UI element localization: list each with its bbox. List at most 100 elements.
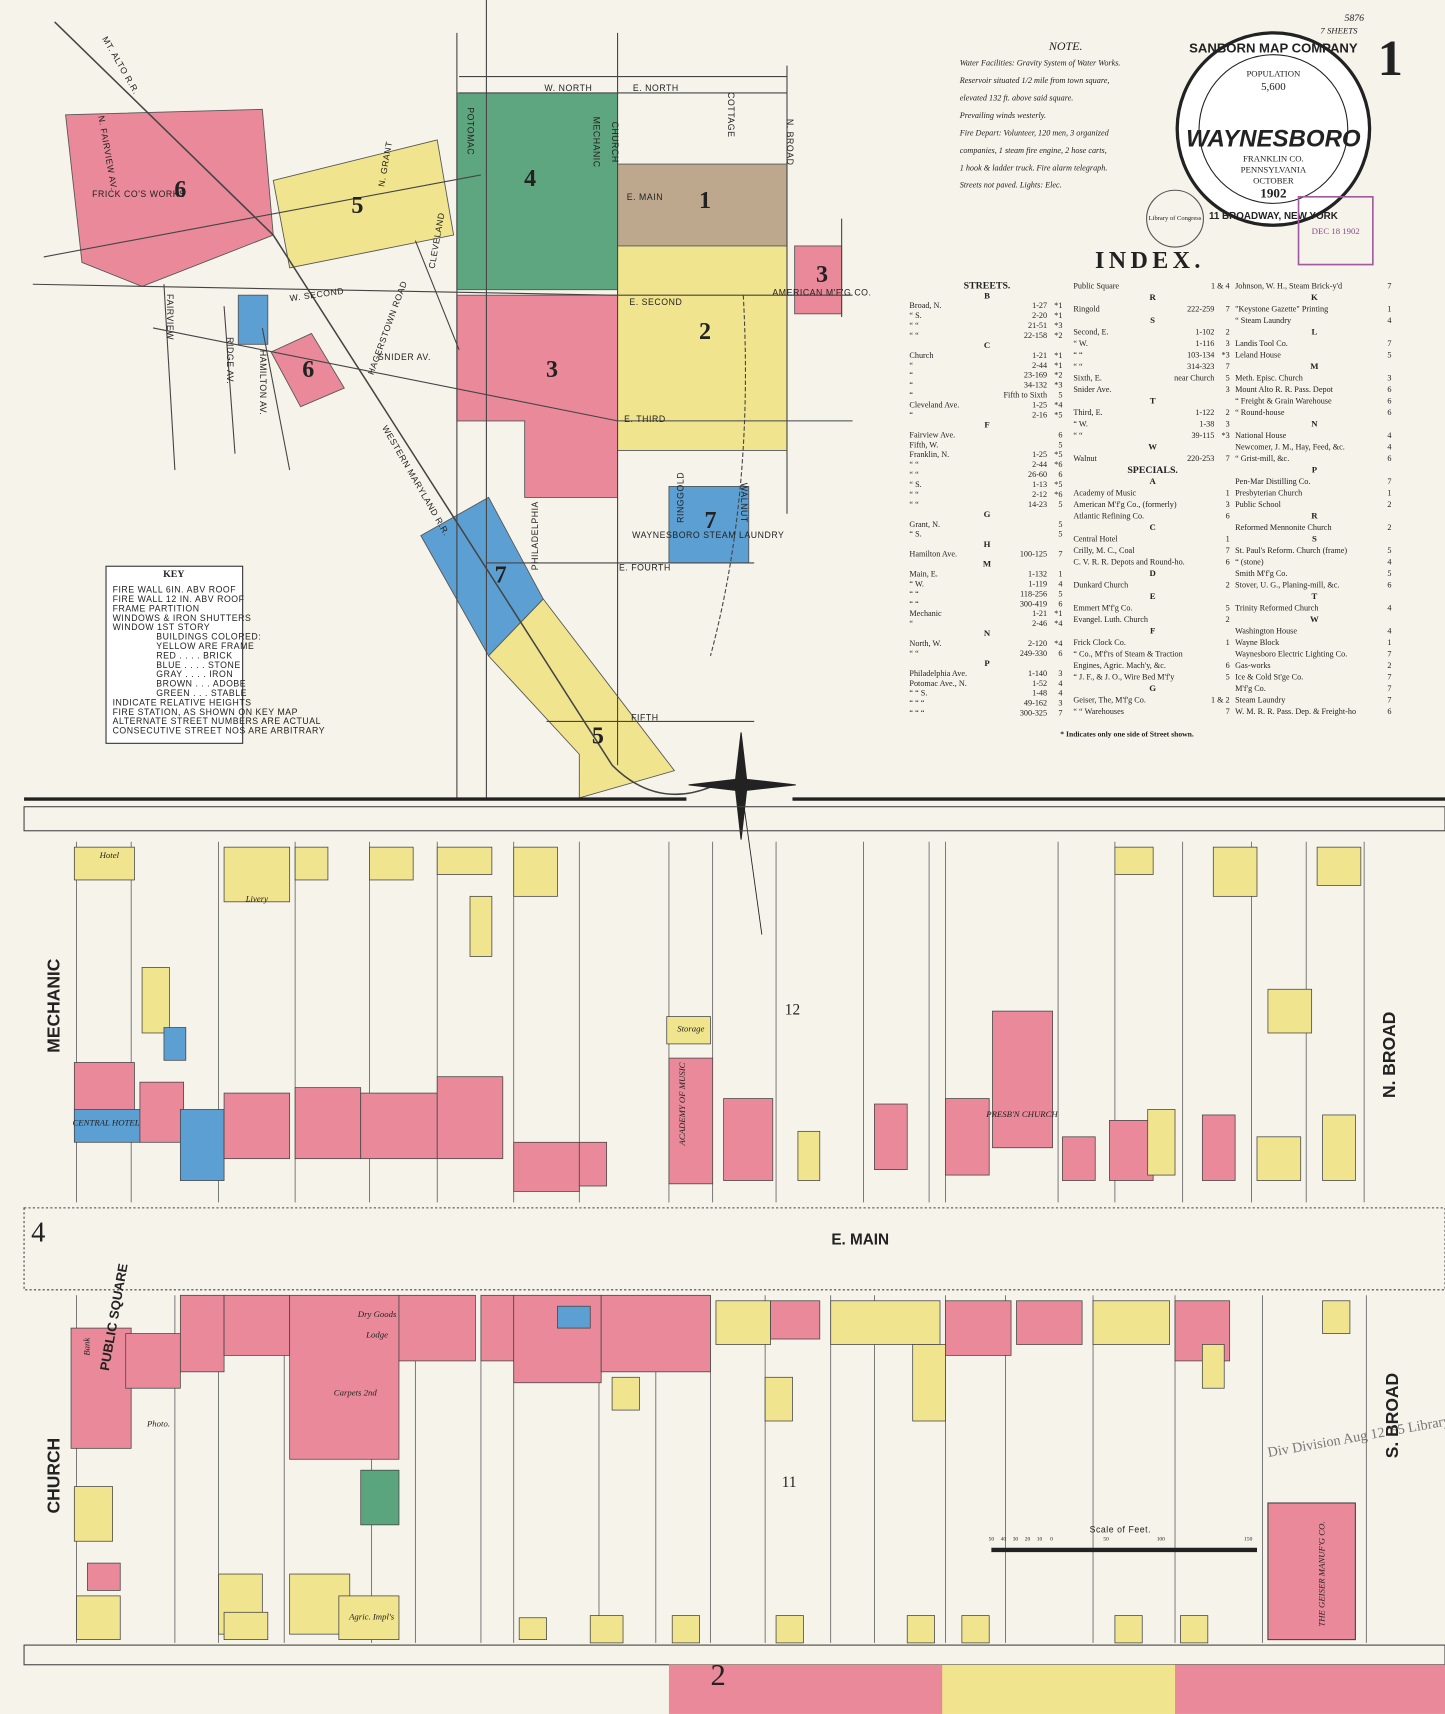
note-line: Prevailing winds westerly. [959,111,1046,120]
building [289,1294,400,1460]
index-name: Mount Alto R. R. Pass. Depot [1235,385,1334,394]
index-name: Franklin, N. [909,450,949,459]
index-name: “ J. F., & J. O., Wire Bed M'f'y [1073,673,1175,682]
index-letter: A [1149,476,1156,486]
street-label: RIDGE AV. [225,337,235,384]
index-name: "Keystone Gazette" Printing [1235,304,1328,313]
index-name: Third, E. [1073,408,1102,417]
index-range: 300-419 [1020,599,1047,608]
street-label: MECHANIC [43,958,63,1053]
index-name: “ W. [1073,419,1088,428]
index-sheet: 4 [1387,431,1391,440]
index-name: “ “ [909,470,919,479]
building [1114,1615,1143,1644]
index-name: North, W. [909,639,941,648]
index-title: INDEX. [1095,248,1205,274]
building [139,1081,185,1143]
index-name: “ [909,361,913,370]
sheet-ref: 12 [785,1002,800,1019]
index-name: Walnut [1073,454,1097,463]
building [294,846,329,881]
street-line [163,240,460,471]
index-name: “ S. [909,480,921,489]
place-label: WAYNESBORO STEAM LAUNDRY [632,530,784,540]
index-range: 2-44 [1032,460,1047,469]
index-sheet: *1 [1054,351,1062,360]
building [770,1300,821,1340]
index-sheet: 1 [1226,488,1230,497]
key-line: BROWN . . . ADOBE [156,679,246,689]
note-line: Fire Depart: Volunteer, 120 men, 3 organ… [959,128,1110,137]
index-sheet: 4 [1058,579,1062,588]
index-range: 1-25 [1032,450,1047,459]
index-sheet: *3 [1221,350,1229,359]
key-line: GREEN . . . STABLE [156,688,247,698]
block-number: 3 [546,357,558,383]
scale-tick: 30 [1013,1536,1019,1542]
building [830,1300,941,1345]
index-sheet: 5 [1226,373,1230,382]
index-name: “ “ [1073,362,1083,371]
index-name: Stover, U. G., Planing-mill, &c. [1235,580,1339,589]
index-letter: T [1150,395,1156,405]
index-name: Newcomer, J. M., Hay, Feed, &c. [1235,442,1345,451]
index-name: “ W. [909,579,924,588]
building-label: ACADEMY OF MUSIC [677,1062,687,1146]
index-sheet: *2 [1054,331,1062,340]
index-range: 2-16 [1032,410,1047,419]
index-name: “ [909,619,913,628]
index-sheet: *1 [1054,361,1062,370]
index-range: 2-120 [1028,639,1047,648]
index-range: 220-253 [1187,454,1214,463]
key-line: BLUE . . . . STONE [156,660,240,670]
street-line [456,0,843,798]
block [237,294,269,345]
index-sheet: 3 [1226,385,1230,394]
index-sheet: 7 [1226,546,1230,555]
street-label: E. MAIN [627,192,663,202]
street-label: CHURCH [610,122,620,163]
index-name: Philadelphia Ave. [909,669,967,678]
index-sheet: 4 [1387,603,1391,612]
index-letter: T [1311,591,1317,601]
building [223,1294,291,1356]
index-sheet: 6 [1226,661,1230,670]
building [557,1305,591,1329]
building [906,1615,935,1644]
index-heading: STREETS. [964,281,1011,292]
street-label: N. BROAD [785,119,795,166]
scale-tick: 10 [1037,1536,1043,1542]
index-letter: G [984,509,991,519]
index-name: “ S. [909,311,921,320]
index-range: 1-27 [1032,301,1047,310]
building [589,1615,624,1644]
index-sheet: 5 [1058,589,1062,598]
index-name: “ [909,381,913,390]
block-number: 5 [351,193,363,219]
index-name: Fifth, W. [909,440,938,449]
index-name: Dunkard Church [1073,580,1128,589]
building [360,1469,400,1526]
index-name: National House [1235,431,1287,440]
building [369,846,414,881]
sheet-ref: 4 [31,1218,45,1249]
index-sheet: *5 [1054,410,1062,419]
block-number: 2 [699,319,711,345]
index-name: Gas-works [1235,661,1270,670]
catalog-number: 5876 [1344,13,1364,24]
adjoining-sheet [1175,1664,1445,1714]
block [272,139,455,269]
index-sheet: 1 [1387,304,1391,313]
building [469,895,493,957]
key-line: FIRE STATION, AS SHOWN ON KEY MAP [113,707,298,717]
index-name: Landis Tool Co. [1235,339,1288,348]
building [775,1615,804,1644]
index-name: Frick Clock Co. [1073,638,1126,647]
index-sheet: 5 [1387,546,1391,555]
building [163,1027,187,1061]
block-number: 6 [302,357,314,383]
compass [688,732,796,840]
building [513,1141,580,1192]
key-line: YELLOW ARE FRAME [156,641,254,651]
index-sheet: 3 [1226,339,1230,348]
